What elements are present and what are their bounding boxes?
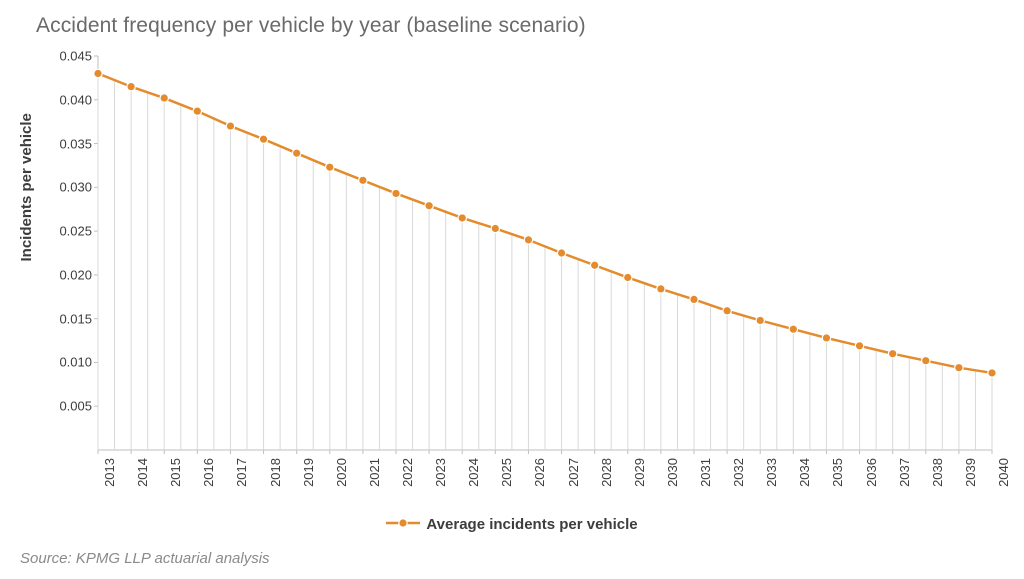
x-tick-label: 2026: [532, 458, 547, 487]
x-tick-label: 2024: [466, 458, 481, 487]
x-tick-label: 2025: [499, 458, 514, 487]
source-text: Source: KPMG LLP actuarial analysis: [20, 550, 270, 567]
x-tick-label: 2031: [698, 458, 713, 487]
x-tick-label: 2019: [301, 458, 316, 487]
legend: Average incidents per vehicle: [0, 516, 1024, 534]
x-tick-label: 2018: [268, 458, 283, 487]
x-tick-label: 2030: [665, 458, 680, 487]
legend-swatch: [386, 516, 420, 534]
x-tick-label: 2023: [433, 458, 448, 487]
x-tick-label: 2020: [334, 458, 349, 487]
x-tick-label: 2034: [797, 458, 812, 487]
x-tick-label: 2027: [566, 458, 581, 487]
x-tick-label: 2036: [864, 458, 879, 487]
x-tick-label: 2040: [996, 458, 1011, 487]
x-tick-label: 2022: [400, 458, 415, 487]
x-tick-label: 2032: [731, 458, 746, 487]
x-tick-label: 2014: [135, 458, 150, 487]
x-tick-label: 2039: [963, 458, 978, 487]
x-tick-label: 2035: [830, 458, 845, 487]
x-tick-label: 2028: [599, 458, 614, 487]
x-tick-label: 2021: [367, 458, 382, 487]
x-tick-label: 2013: [102, 458, 117, 487]
legend-label: Average incidents per vehicle: [426, 516, 637, 533]
x-tick-label: 2033: [764, 458, 779, 487]
x-tick-label: 2038: [930, 458, 945, 487]
x-tick-label: 2037: [897, 458, 912, 487]
x-tick-label: 2017: [234, 458, 249, 487]
x-axis-ticks: 2013 2014 2015 2016 2017 2018 2019 2020 2021 2022…: [0, 0, 1024, 579]
x-tick-label: 2015: [168, 458, 183, 487]
chart-container: { "chart": { "type": "line", "title": "A…: [0, 0, 1024, 579]
x-tick-label: 2029: [632, 458, 647, 487]
x-tick-label: 2016: [201, 458, 216, 487]
